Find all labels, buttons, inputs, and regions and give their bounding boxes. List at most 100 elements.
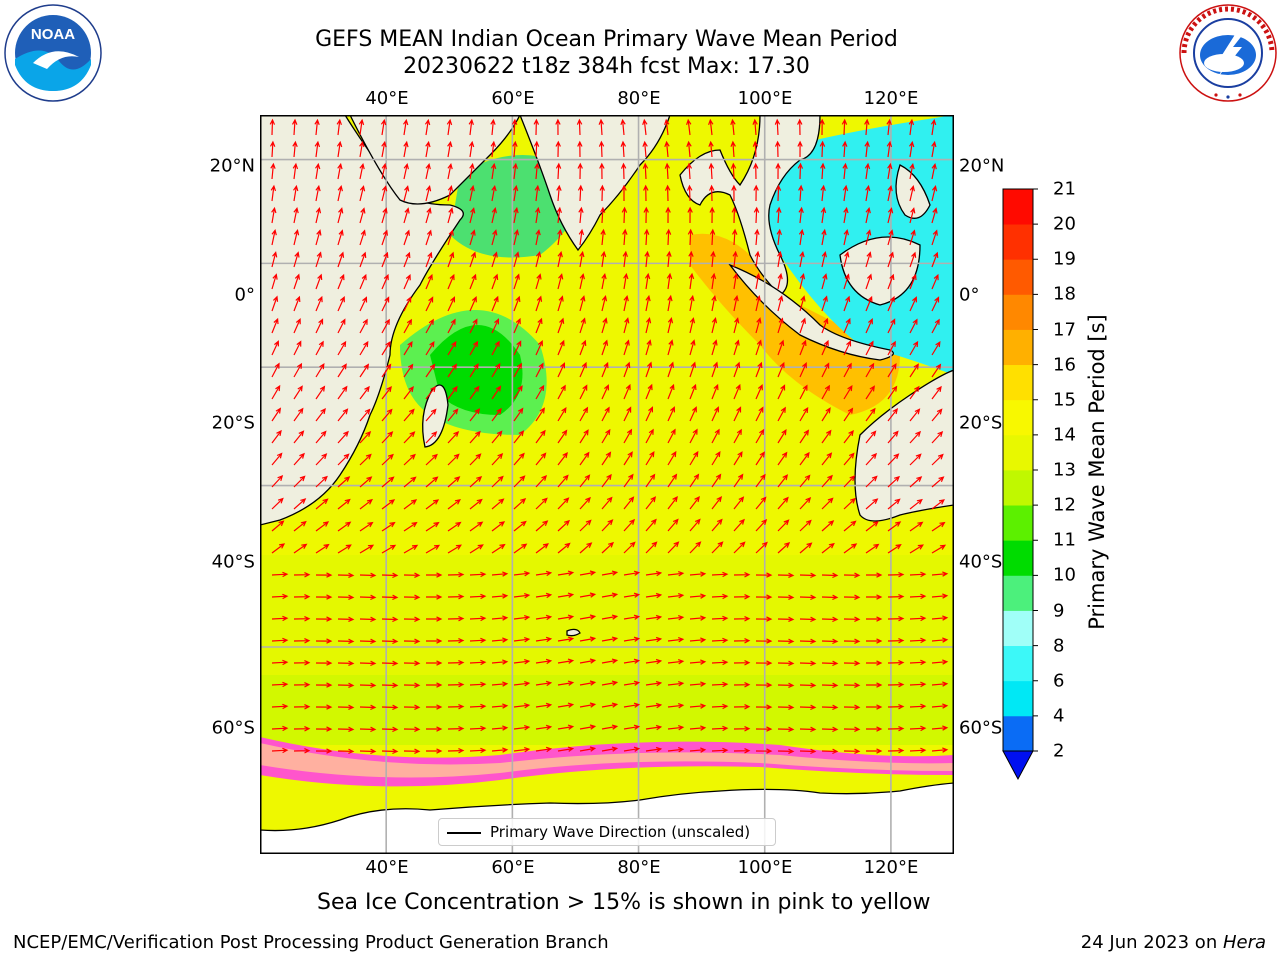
wave-arrow xyxy=(645,636,663,643)
wave-arrow xyxy=(931,207,938,224)
wave-arrow xyxy=(359,594,377,601)
wave-arrow xyxy=(755,384,763,400)
wave-arrow xyxy=(579,746,597,752)
wave-arrow xyxy=(469,363,479,378)
wave-arrow xyxy=(534,162,540,180)
wave-arrow xyxy=(579,680,597,686)
wave-arrow xyxy=(293,385,303,400)
wave-arrow xyxy=(469,273,477,290)
wave-arrow xyxy=(513,340,522,356)
wave-arrow xyxy=(777,451,788,466)
wave-arrow xyxy=(381,318,390,334)
wave-arrow xyxy=(491,637,509,643)
wave-arrow xyxy=(777,496,789,510)
wave-arrow xyxy=(667,637,685,643)
wave-arrow xyxy=(623,541,636,554)
wave-arrow xyxy=(579,339,587,356)
wave-arrow xyxy=(359,408,371,422)
colorbar-segment xyxy=(1003,399,1033,436)
wave-arrow xyxy=(556,206,562,224)
wave-arrow xyxy=(887,385,898,400)
lon-label-top-60: 60°E xyxy=(491,88,535,109)
wave-arrow xyxy=(841,118,848,136)
wave-arrow xyxy=(931,681,949,687)
wave-arrow xyxy=(598,118,604,136)
wave-arrow xyxy=(798,228,805,246)
colorbar-tick-label: 4 xyxy=(1053,705,1065,727)
wave-arrow xyxy=(535,384,545,400)
wave-arrow xyxy=(777,250,783,268)
wave-arrow xyxy=(271,429,282,444)
wave-arrow xyxy=(557,724,575,730)
wave-arrow xyxy=(337,273,345,290)
wave-arrow xyxy=(601,724,619,730)
wave-arrow xyxy=(600,228,606,246)
wave-arrow xyxy=(426,704,443,710)
wave-arrow xyxy=(425,499,440,510)
wave-arrow xyxy=(777,704,795,710)
wave-arrow xyxy=(446,118,453,136)
colorbar-tick-label: 14 xyxy=(1053,424,1076,446)
wave-arrow xyxy=(601,428,611,444)
wave-arrow xyxy=(623,636,641,642)
wave-arrow xyxy=(733,428,742,444)
wave-arrow xyxy=(711,339,718,356)
wave-arrow xyxy=(557,746,575,752)
wave-arrow xyxy=(359,318,368,334)
wave-arrow xyxy=(909,544,924,554)
wave-arrow xyxy=(359,385,370,400)
wave-arrow xyxy=(491,385,502,400)
wave-arrow xyxy=(821,594,839,601)
wave-arrow xyxy=(491,184,497,202)
wave-arrow xyxy=(645,294,651,312)
wave-arrow xyxy=(315,453,328,466)
wave-arrow xyxy=(909,593,927,600)
wave-arrow xyxy=(821,726,839,733)
wave-arrow xyxy=(425,521,440,532)
wave-arrow xyxy=(381,616,399,623)
wave-arrow xyxy=(864,140,870,158)
footer-date-text: 24 Jun 2023 on xyxy=(1080,932,1223,953)
lat-label-right-20n: 20°N xyxy=(959,155,1005,177)
wave-arrow xyxy=(556,184,562,202)
wave-arrow xyxy=(886,140,893,158)
wave-arrow xyxy=(799,572,817,579)
wave-arrow xyxy=(843,704,861,710)
wave-arrow xyxy=(269,140,276,158)
wave-arrow xyxy=(931,140,937,158)
wave-arrow xyxy=(491,703,509,709)
wave-arrow xyxy=(689,317,696,334)
wave-arrow xyxy=(579,724,597,730)
wave-arrow xyxy=(293,273,300,290)
wave-arrow xyxy=(711,383,719,400)
wave-arrow xyxy=(535,228,541,246)
wave-arrow xyxy=(819,140,826,158)
wave-arrow xyxy=(447,704,465,710)
wave-arrow xyxy=(667,473,678,488)
wave-arrow xyxy=(557,519,571,532)
wave-arrow xyxy=(469,385,480,400)
wave-arrow xyxy=(535,658,553,665)
wave-arrow xyxy=(513,520,527,532)
wave-arrow xyxy=(686,184,693,202)
wave-arrow xyxy=(578,228,585,246)
wave-arrow xyxy=(425,140,431,158)
wave-arrow xyxy=(755,428,765,444)
wave-arrow xyxy=(644,250,650,268)
wave-arrow xyxy=(865,430,877,444)
wave-arrow xyxy=(315,251,322,268)
wave-arrow xyxy=(535,724,553,731)
wave-arrow xyxy=(689,406,697,422)
colorbar-segment xyxy=(1003,470,1033,506)
wave-arrow xyxy=(777,361,785,378)
wave-arrow xyxy=(513,637,531,643)
wave-arrow xyxy=(711,659,729,666)
wave-arrow xyxy=(709,228,716,246)
wave-arrow xyxy=(403,521,418,532)
wave-arrow xyxy=(755,361,763,378)
wave-arrow xyxy=(865,184,871,202)
lat-label-left-60s: 60°S xyxy=(211,717,255,739)
wave-arrow xyxy=(601,614,619,620)
wave-arrow xyxy=(887,318,896,334)
wave-arrow xyxy=(535,407,545,422)
